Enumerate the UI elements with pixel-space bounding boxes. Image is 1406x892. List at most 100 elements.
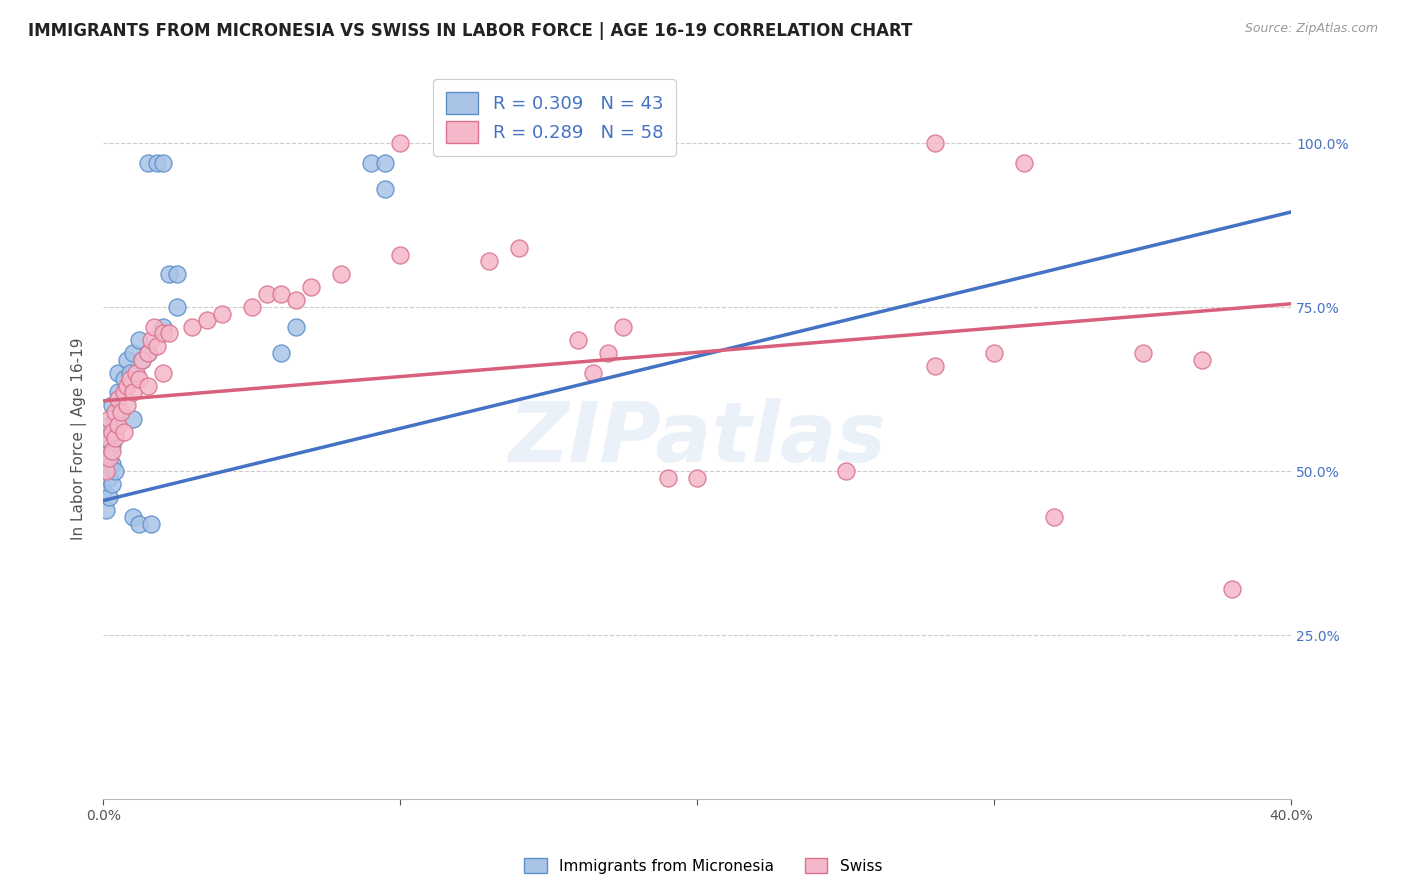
- Point: [115, 399, 138, 413]
- Point: [389, 247, 412, 261]
- Point: [166, 267, 188, 281]
- Text: ZIPatlas: ZIPatlas: [509, 398, 886, 479]
- Point: [256, 287, 278, 301]
- Text: Source: ZipAtlas.com: Source: ZipAtlas.com: [1244, 22, 1378, 36]
- Point: [152, 326, 174, 341]
- Point: [98, 491, 121, 505]
- Point: [374, 182, 396, 196]
- Point: [104, 405, 127, 419]
- Point: [270, 287, 292, 301]
- Point: [389, 136, 412, 150]
- Point: [1220, 582, 1243, 596]
- Text: IMMIGRANTS FROM MICRONESIA VS SWISS IN LABOR FORCE | AGE 16-19 CORRELATION CHART: IMMIGRANTS FROM MICRONESIA VS SWISS IN L…: [28, 22, 912, 40]
- Point: [152, 155, 174, 169]
- Point: [131, 352, 153, 367]
- Point: [110, 405, 132, 419]
- Point: [104, 425, 127, 439]
- Point: [107, 366, 129, 380]
- Point: [101, 458, 124, 472]
- Point: [96, 444, 118, 458]
- Point: [98, 450, 121, 465]
- Point: [128, 372, 150, 386]
- Point: [142, 319, 165, 334]
- Point: [139, 516, 162, 531]
- Point: [118, 366, 141, 380]
- Y-axis label: In Labor Force | Age 16-19: In Labor Force | Age 16-19: [72, 337, 87, 540]
- Point: [115, 378, 138, 392]
- Point: [122, 385, 145, 400]
- Point: [1132, 346, 1154, 360]
- Point: [136, 378, 159, 392]
- Point: [145, 339, 167, 353]
- Point: [582, 366, 605, 380]
- Point: [166, 300, 188, 314]
- Point: [112, 372, 135, 386]
- Point: [329, 267, 352, 281]
- Point: [101, 425, 124, 439]
- Point: [181, 319, 204, 334]
- Point: [136, 346, 159, 360]
- Point: [1012, 155, 1035, 169]
- Point: [96, 464, 118, 478]
- Point: [686, 470, 709, 484]
- Point: [98, 418, 121, 433]
- Point: [101, 399, 124, 413]
- Point: [101, 444, 124, 458]
- Point: [115, 352, 138, 367]
- Point: [118, 372, 141, 386]
- Point: [598, 346, 620, 360]
- Point: [285, 319, 308, 334]
- Legend: Immigrants from Micronesia, Swiss: Immigrants from Micronesia, Swiss: [517, 852, 889, 880]
- Point: [983, 346, 1005, 360]
- Point: [96, 431, 118, 445]
- Point: [128, 516, 150, 531]
- Point: [122, 346, 145, 360]
- Point: [152, 366, 174, 380]
- Point: [98, 411, 121, 425]
- Point: [567, 333, 589, 347]
- Point: [924, 136, 946, 150]
- Point: [1191, 352, 1213, 367]
- Point: [612, 319, 634, 334]
- Point: [107, 392, 129, 406]
- Point: [835, 464, 858, 478]
- Point: [131, 352, 153, 367]
- Point: [211, 307, 233, 321]
- Point: [299, 280, 322, 294]
- Point: [112, 425, 135, 439]
- Point: [508, 241, 530, 255]
- Point: [360, 155, 382, 169]
- Point: [128, 333, 150, 347]
- Point: [125, 366, 148, 380]
- Point: [122, 411, 145, 425]
- Point: [107, 405, 129, 419]
- Point: [107, 418, 129, 433]
- Point: [107, 385, 129, 400]
- Point: [122, 510, 145, 524]
- Point: [195, 313, 218, 327]
- Point: [270, 346, 292, 360]
- Point: [374, 155, 396, 169]
- Point: [145, 155, 167, 169]
- Point: [152, 319, 174, 334]
- Point: [91, 483, 114, 498]
- Point: [101, 438, 124, 452]
- Point: [1042, 510, 1064, 524]
- Point: [285, 293, 308, 308]
- Point: [96, 503, 118, 517]
- Point: [104, 431, 127, 445]
- Point: [478, 254, 501, 268]
- Point: [657, 470, 679, 484]
- Legend: R = 0.309   N = 43, R = 0.289   N = 58: R = 0.309 N = 43, R = 0.289 N = 58: [433, 79, 676, 156]
- Point: [240, 300, 263, 314]
- Point: [96, 464, 118, 478]
- Point: [98, 470, 121, 484]
- Point: [136, 155, 159, 169]
- Point: [96, 431, 118, 445]
- Point: [104, 411, 127, 425]
- Point: [924, 359, 946, 373]
- Point: [101, 477, 124, 491]
- Point: [112, 385, 135, 400]
- Point: [157, 326, 180, 341]
- Point: [139, 333, 162, 347]
